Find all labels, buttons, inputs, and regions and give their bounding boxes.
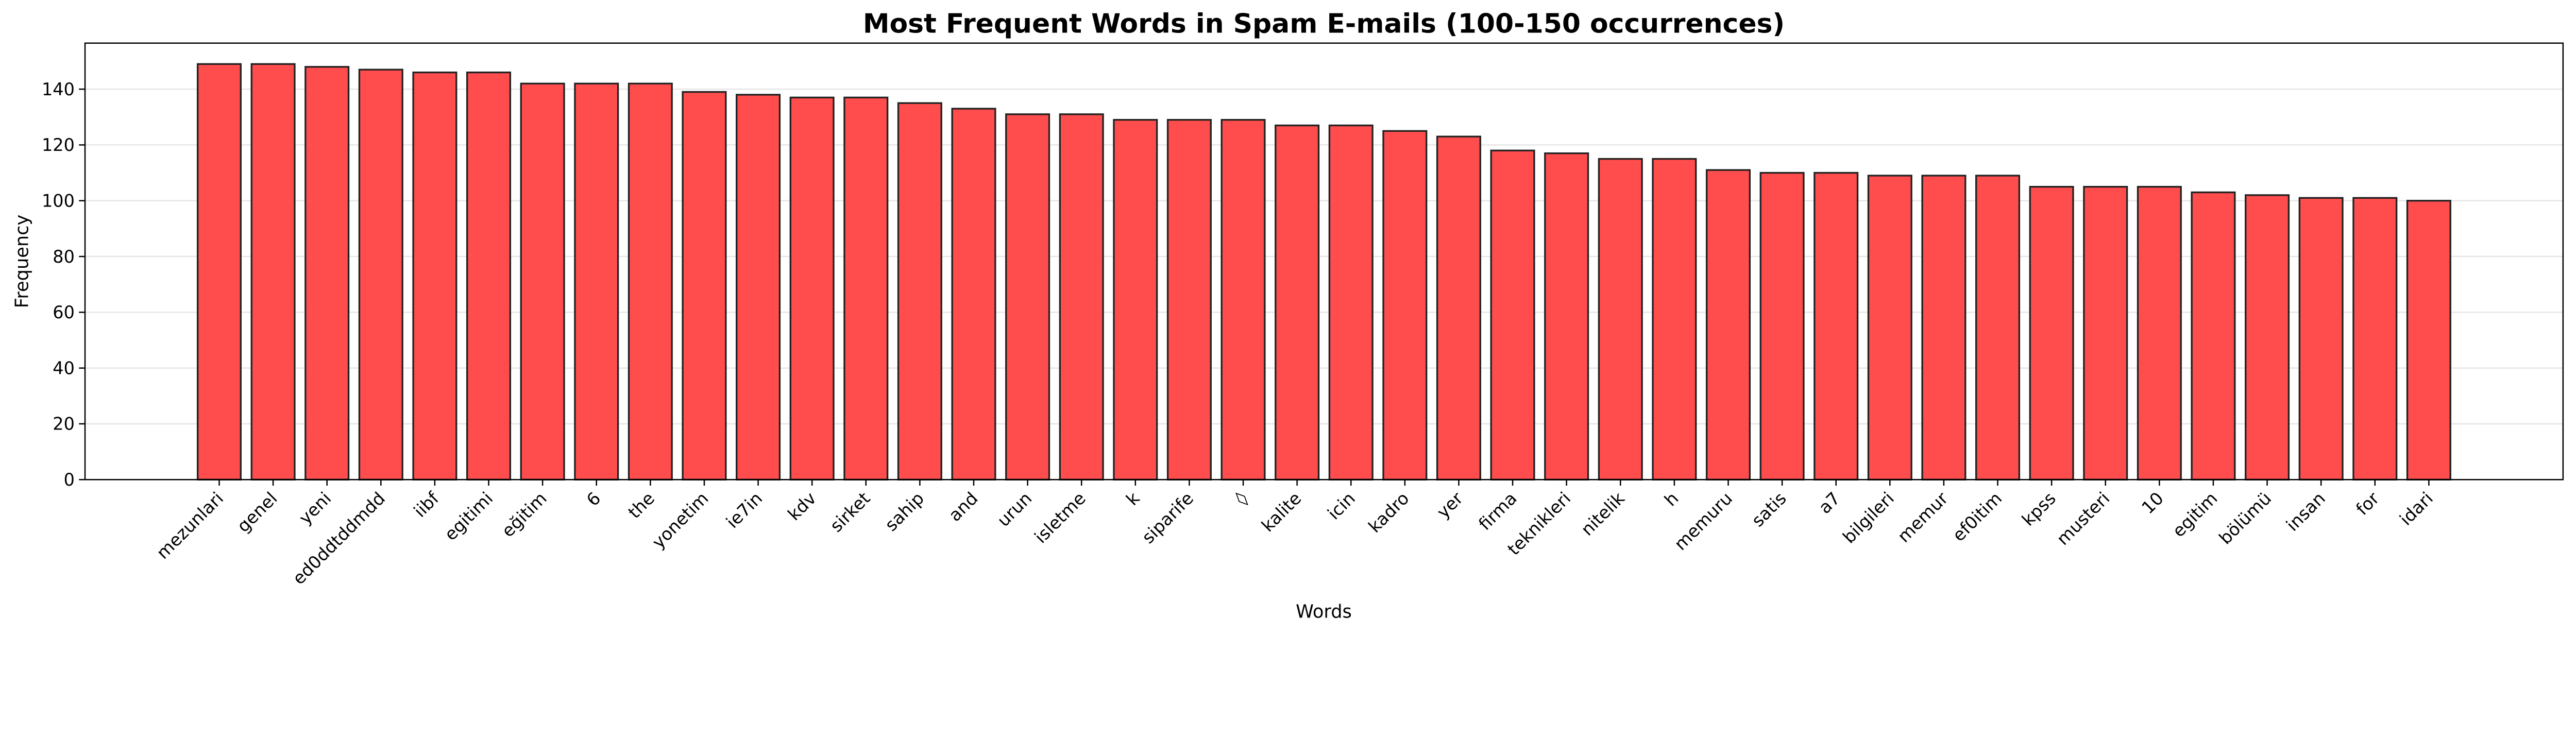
bar — [951, 108, 996, 480]
y-tick-label: 60 — [53, 302, 75, 322]
x-tick-label: kpss — [2018, 488, 2060, 530]
x-tick-label: 6 — [583, 488, 605, 510]
bar — [196, 63, 242, 480]
bar — [2245, 194, 2290, 480]
y-tick-label: 40 — [53, 358, 75, 378]
bar — [1275, 124, 1320, 480]
bar — [1975, 175, 2021, 480]
bar — [1652, 158, 1697, 480]
x-tick-label: egitimi — [440, 488, 497, 544]
x-tick-label: yeni — [295, 488, 335, 528]
bar — [1490, 149, 1535, 480]
bar — [2137, 185, 2182, 480]
x-tick-label: egitim — [2168, 488, 2222, 541]
bar — [466, 71, 512, 480]
bar — [1328, 124, 1374, 480]
bar — [2191, 191, 2236, 480]
x-tick-label: k — [1122, 488, 1144, 509]
bar — [1221, 119, 1266, 480]
bar-chart: Most Frequent Words in Spam E-mails (100… — [11, 9, 2564, 622]
x-tick-label: isletme — [1030, 488, 1090, 547]
bar — [897, 102, 942, 480]
bar — [628, 82, 673, 480]
bar — [1705, 169, 1751, 480]
bar — [1382, 130, 1428, 480]
x-axis-label: Words — [1296, 601, 1352, 622]
x-tick-label: and — [945, 488, 982, 525]
x-tick-label: bilgileri — [1839, 488, 1898, 547]
y-axis-ticks: 0 20 40 60 80 100 120 140 — [42, 79, 86, 490]
bars — [196, 63, 2451, 480]
bar — [843, 96, 889, 480]
x-tick-label: musteri — [2053, 488, 2113, 549]
bar — [358, 68, 403, 480]
x-tick-label: nitelik — [1577, 488, 1629, 540]
bar — [1867, 175, 1912, 480]
bar — [1166, 119, 1212, 480]
bar — [2029, 185, 2074, 480]
y-tick-label: 100 — [42, 191, 75, 211]
x-tick-label: kdv — [784, 488, 820, 524]
x-tick-label: siparife — [1138, 488, 1197, 547]
x-tick-label: satis — [1748, 488, 1790, 531]
x-tick-label: 10 — [2138, 488, 2167, 518]
y-tick-label: 120 — [42, 135, 75, 155]
x-tick-label: ◊ — [1231, 488, 1251, 509]
x-tick-label: insan — [2282, 488, 2329, 535]
x-tick-label: eğitim — [498, 488, 551, 541]
x-tick-label: ef0itim — [1948, 488, 2006, 545]
bar — [1544, 152, 1589, 480]
y-tick-label: 0 — [64, 470, 75, 490]
bar — [2298, 197, 2344, 480]
bar — [1598, 158, 1643, 480]
x-tick-label: the — [624, 488, 658, 522]
x-tick-label: memuru — [1670, 488, 1736, 554]
bar — [520, 82, 565, 480]
x-tick-label: sirket — [826, 488, 874, 536]
bar — [1005, 113, 1050, 480]
bar — [2083, 185, 2128, 480]
y-axis-label: Frequency — [11, 215, 32, 308]
x-tick-label: kalite — [1258, 488, 1305, 536]
x-tick-label: firma — [1475, 488, 1520, 534]
bar — [304, 66, 350, 480]
x-tick-label: yonetim — [648, 488, 713, 553]
bar — [574, 82, 619, 480]
bar — [2406, 200, 2451, 480]
x-tick-label: sahip — [881, 488, 928, 535]
x-tick-label: iibf — [410, 488, 443, 521]
bar — [1759, 171, 1805, 480]
bar — [2352, 197, 2398, 480]
x-tick-label: kadro — [1364, 488, 1413, 537]
y-tick-label: 140 — [42, 79, 75, 99]
bar — [1113, 119, 1158, 480]
x-tick-label: icin — [1324, 488, 1359, 524]
x-tick-label: mezunlari — [152, 488, 227, 563]
bar — [682, 91, 727, 480]
x-tick-label: h — [1660, 488, 1683, 510]
x-tick-label: ed0ddtddmdd — [289, 488, 389, 589]
x-tick-label: a7 — [1815, 488, 1844, 518]
chart-title: Most Frequent Words in Spam E-mails (100… — [863, 9, 1785, 40]
x-tick-label: idari — [2396, 488, 2437, 529]
x-tick-label: memur — [1894, 488, 1952, 546]
x-tick-label: genel — [233, 488, 281, 536]
bar — [1814, 171, 1859, 480]
bar — [1059, 113, 1104, 480]
bar — [1921, 175, 1967, 480]
x-tick-label: for — [2352, 488, 2383, 519]
bar — [1436, 135, 1481, 480]
plot-frame — [84, 42, 2564, 480]
bar — [789, 96, 835, 480]
x-tick-label: urun — [993, 488, 1036, 530]
x-tick-label: bölümü — [2215, 488, 2275, 548]
x-tick-label: ie7in — [722, 488, 766, 532]
bar — [736, 94, 781, 480]
bar — [412, 71, 457, 480]
x-tick-label: yer — [1433, 488, 1467, 522]
y-tick-label: 80 — [53, 247, 75, 267]
y-tick-label: 20 — [53, 414, 75, 434]
bar — [250, 63, 296, 480]
